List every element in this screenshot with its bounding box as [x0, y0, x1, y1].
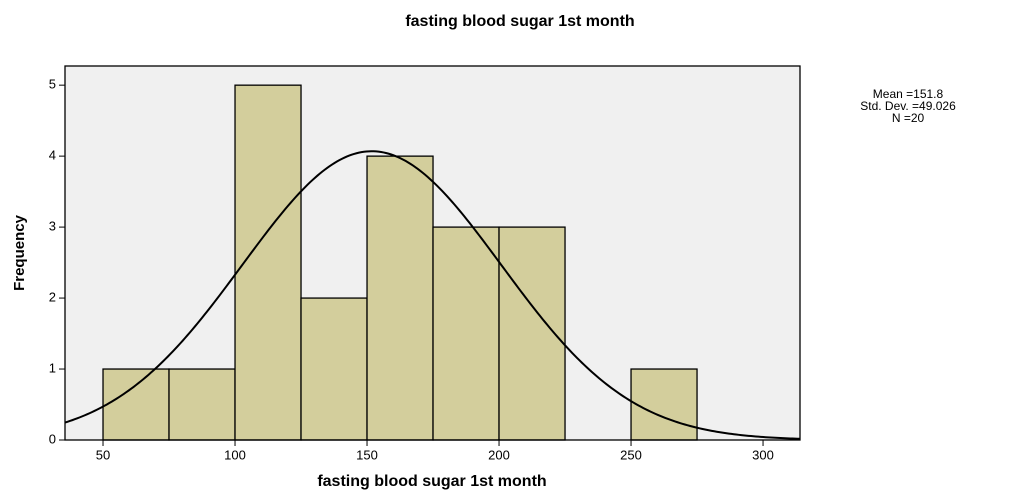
x-tick-label: 150: [356, 447, 378, 462]
bar: [234, 84, 302, 441]
x-tick-label: 200: [488, 447, 510, 462]
stat-annotation: Mean =151.8: [873, 87, 944, 101]
x-tick-label: 100: [224, 447, 246, 462]
bar: [366, 155, 434, 441]
stat-value: 151.8: [913, 87, 943, 101]
normal-curve: [64, 150, 801, 440]
y-tick-label: 4: [49, 148, 56, 163]
x-tick-label: 250: [620, 447, 642, 462]
stat-value: 20: [911, 111, 925, 125]
stat-label: Std. Dev. =: [860, 99, 919, 113]
stat-annotation: N =20: [892, 111, 925, 125]
y-axis-label: Frequency: [11, 214, 28, 291]
bar: [630, 368, 698, 441]
bar: [300, 297, 368, 441]
stat-value: 49.026: [919, 99, 956, 113]
y-tick-label: 5: [49, 77, 56, 92]
x-tick-label: 300: [752, 447, 774, 462]
y-tick-label: 1: [49, 360, 56, 375]
stat-label: Mean =: [873, 87, 913, 101]
y-tick-label: 3: [49, 219, 56, 234]
y-tick-label: 0: [49, 431, 56, 446]
x-axis-label: fasting blood sugar 1st month: [317, 473, 546, 490]
stat-label: N =: [892, 111, 911, 125]
y-tick-label: 2: [49, 290, 56, 305]
chart-title: fasting blood sugar 1st month: [405, 13, 634, 30]
x-tick-label: 50: [96, 447, 110, 462]
bar: [102, 368, 170, 441]
bar: [432, 226, 500, 441]
plot-frame: [64, 65, 801, 441]
stat-annotation: Std. Dev. =49.026: [860, 99, 956, 113]
bar: [168, 368, 236, 441]
